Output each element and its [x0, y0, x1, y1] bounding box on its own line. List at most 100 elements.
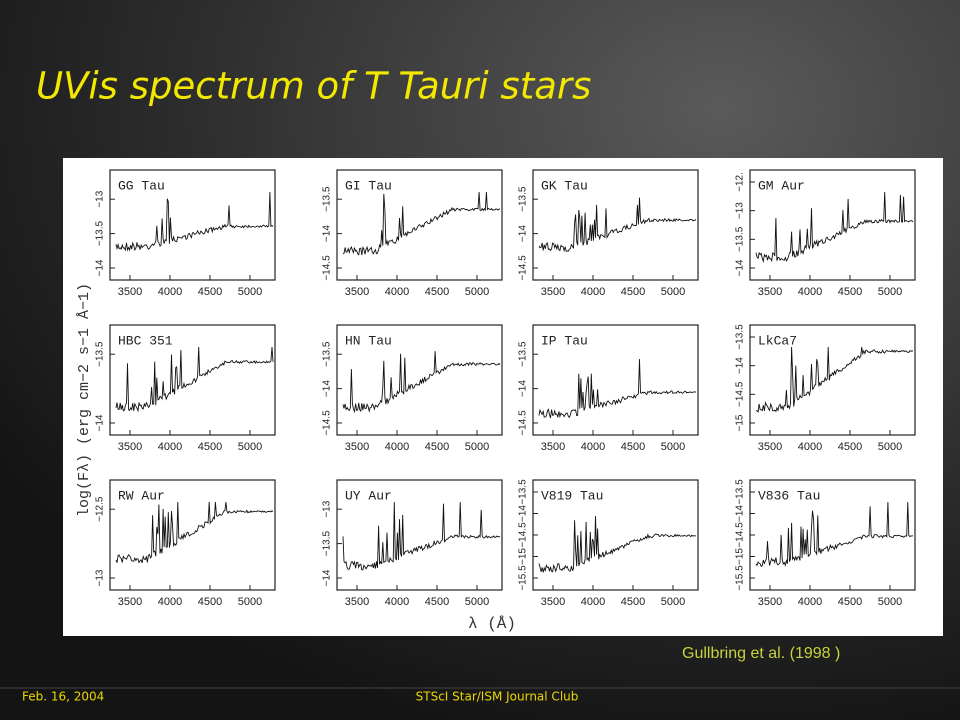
y-tick-label: −13 [95, 569, 106, 586]
y-tick-label: −14.5 [518, 410, 529, 436]
y-tick-label: −13.5 [735, 226, 746, 252]
x-tick-label: 4000 [581, 596, 605, 608]
y-tick-label: −14.5 [322, 410, 333, 436]
y-tick-label: −13.5 [518, 341, 529, 367]
x-tick-label: 4500 [838, 286, 862, 298]
x-tick-label: 3500 [118, 596, 142, 608]
slide-title: UVis spectrum of T Tauri stars [36, 65, 591, 108]
y-tick-label: −12. [735, 172, 746, 192]
y-tick-label: −12.5 [95, 496, 106, 522]
y-tick-label: −14 [518, 225, 529, 242]
y-tick-label: −13.5 [735, 479, 746, 505]
x-tick-label: 4500 [198, 596, 222, 608]
y-tick-label: −13.5 [322, 186, 333, 212]
panel-frame [532, 324, 699, 436]
panel-name: GG Tau [118, 178, 165, 193]
panel-frame [532, 169, 699, 281]
x-tick-label: 4500 [198, 441, 222, 453]
panel-frame [336, 479, 503, 591]
y-tick-label: −14.5 [518, 522, 529, 548]
x-tick-label: 4500 [425, 441, 449, 453]
spectrum-trace [115, 191, 274, 252]
spectrum-trace [342, 351, 501, 414]
y-tick-label: −13.5 [95, 341, 106, 367]
footer-date: Feb. 16, 2004 [22, 690, 104, 704]
x-tick-label: 4000 [385, 441, 409, 453]
x-tick-label: 4500 [425, 286, 449, 298]
y-tick-label: −14 [735, 357, 746, 374]
x-tick-label: 4000 [798, 596, 822, 608]
panel-frame [109, 324, 276, 436]
x-tick-label: 5000 [661, 286, 685, 298]
spectrum-trace [342, 501, 501, 571]
spectrum-trace [755, 191, 914, 264]
panel-name: HBC 351 [118, 333, 173, 348]
y-tick-label: −13.5 [95, 221, 106, 247]
figure [63, 158, 943, 636]
y-tick-label: −14 [95, 259, 106, 276]
y-tick-label: −14.5 [322, 255, 333, 281]
panel-name: RW Aur [118, 488, 165, 503]
y-tick-label: −13.5 [735, 324, 746, 350]
x-tick-label: 3500 [118, 286, 142, 298]
citation: Gullbring et al. (1998 ) [682, 645, 840, 662]
spectrum-trace [538, 516, 697, 573]
y-tick-label: −14.5 [518, 255, 529, 281]
x-tick-label: 5000 [878, 286, 902, 298]
y-tick-label: −14 [95, 414, 106, 431]
panel-name: UY Aur [345, 488, 392, 503]
x-tick-label: 3500 [345, 596, 369, 608]
y-tick-label: −13.5 [518, 186, 529, 212]
panel-frame [336, 324, 503, 436]
y-tick-label: −14 [322, 225, 333, 242]
x-tick-label: 3500 [345, 441, 369, 453]
y-tick-label: −14 [735, 505, 746, 522]
panel-name: V819 Tau [541, 488, 603, 503]
y-tick-label: −13.5 [322, 341, 333, 367]
panel-name: GK Tau [541, 178, 588, 193]
panel-frame [336, 169, 503, 281]
footer-event: STScI Star/ISM Journal Club [416, 690, 579, 704]
x-tick-label: 5000 [238, 286, 262, 298]
panel-name: V836 Tau [758, 488, 820, 503]
y-tick-label: −13.5 [518, 479, 529, 505]
x-tick-label: 4500 [621, 596, 645, 608]
x-tick-label: 4000 [385, 286, 409, 298]
x-tick-label: 4000 [581, 441, 605, 453]
y-tick-label: −14 [518, 505, 529, 522]
x-tick-label: 3500 [758, 286, 782, 298]
spectrum-trace [342, 191, 501, 256]
y-tick-label: −14.5 [735, 522, 746, 548]
x-tick-label: 4500 [425, 596, 449, 608]
y-tick-label: −14 [518, 380, 529, 397]
spectrum-trace [538, 197, 697, 253]
y-axis-label: log(Fλ) (erg cm−2 s−1 Å−1) [76, 283, 93, 517]
y-tick-label: −13 [735, 202, 746, 219]
x-tick-label: 5000 [661, 441, 685, 453]
x-tick-label: 5000 [238, 596, 262, 608]
y-tick-label: −15 [518, 548, 529, 565]
panel-name: LkCa7 [758, 333, 797, 348]
panel-frame [749, 169, 916, 281]
x-tick-label: 4000 [385, 596, 409, 608]
y-tick-label: −15 [735, 414, 746, 431]
x-tick-label: 4000 [798, 441, 822, 453]
x-tick-label: 3500 [758, 596, 782, 608]
x-tick-label: 3500 [345, 286, 369, 298]
panel-frame [749, 324, 916, 436]
panel-name: HN Tau [345, 333, 392, 348]
x-axis-label: λ (Å) [468, 615, 516, 633]
x-tick-label: 4500 [621, 441, 645, 453]
panel-frame [109, 169, 276, 281]
x-tick-label: 4500 [198, 286, 222, 298]
x-tick-label: 4500 [621, 286, 645, 298]
x-tick-label: 4000 [158, 441, 182, 453]
y-tick-label: −13 [95, 190, 106, 207]
x-tick-label: 5000 [465, 286, 489, 298]
spectrum-trace [755, 501, 914, 567]
x-tick-label: 3500 [758, 441, 782, 453]
x-tick-label: 5000 [238, 441, 262, 453]
